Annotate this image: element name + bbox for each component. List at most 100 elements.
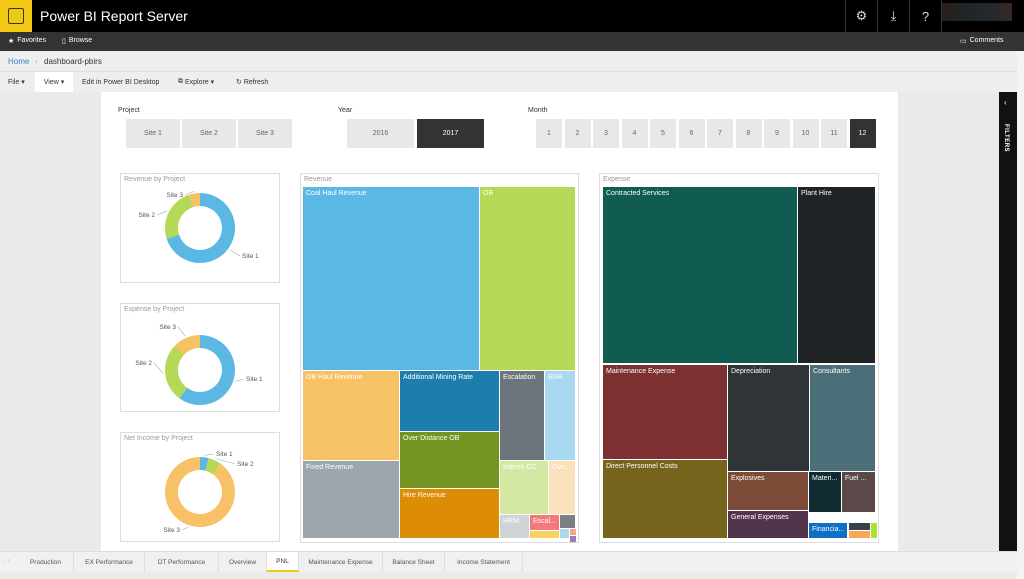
data-label: Site 1	[242, 253, 259, 260]
treemap-tile[interactable]: Coal Haul Revenue	[303, 187, 479, 370]
treemap-tile[interactable]	[560, 515, 575, 528]
slicer-option-month[interactable]: 12	[849, 119, 876, 148]
slicer-option-month[interactable]: 4	[621, 119, 648, 148]
treemap-tile[interactable]: Interim CC	[500, 461, 548, 514]
treemap-tile[interactable]: Escal...	[530, 515, 559, 530]
treemap-tile[interactable]: Contracted Services	[603, 187, 797, 363]
treemap-tile[interactable]	[530, 531, 559, 538]
tab-overview[interactable]: Overview	[219, 552, 267, 572]
refresh-button[interactable]: ↻ Refresh	[232, 72, 272, 92]
card-title: Revenue by Project	[124, 176, 186, 183]
slicer-option-month[interactable]: 11	[821, 119, 847, 148]
donut-slice[interactable]	[179, 335, 235, 405]
treemap-tile[interactable]: Explosives	[728, 472, 808, 510]
tab-label: Balance Sheet	[392, 558, 435, 566]
slicer-option-project[interactable]: Site 1	[126, 119, 180, 148]
tab-production[interactable]: Production	[18, 552, 74, 572]
scrollbar[interactable]	[1017, 51, 1024, 579]
expense-by-project-card[interactable]: Expense by Project	[120, 303, 280, 412]
slicer-option-project[interactable]: Site 2	[182, 119, 236, 148]
donut-slice[interactable]	[166, 193, 235, 263]
slicer-option-month[interactable]: 9	[764, 119, 790, 148]
comments-button[interactable]: ▭ Comments	[960, 37, 1003, 45]
comments-label: Comments	[969, 37, 1004, 44]
revenue-by-project-card[interactable]: Revenue by Project	[120, 173, 280, 283]
page-tabs: ‹ › Production EX Performance DT Performan…	[0, 551, 1017, 572]
favorites-link[interactable]: ★ Favorites	[8, 37, 46, 45]
treemap-tile[interactable]: Materi...	[809, 472, 841, 512]
top-bar: Power BI Report Server ⚙ ⤓ ?	[0, 0, 1024, 32]
donut-slice[interactable]	[189, 193, 200, 208]
tab-dt-performance[interactable]: DT Performance	[145, 552, 219, 572]
slicer-option-year[interactable]: 2017	[417, 119, 484, 148]
donut-slice[interactable]	[174, 335, 200, 355]
treemap-tile[interactable]	[560, 529, 569, 538]
treemap-tile[interactable]	[849, 523, 870, 530]
treemap-tile[interactable]: Fixed Revenue	[303, 461, 399, 538]
power-bi-logo-icon[interactable]	[0, 0, 32, 32]
data-label: Site 2	[138, 212, 155, 219]
treemap-tile[interactable]	[871, 523, 877, 538]
browse-link[interactable]: ▯ Browse	[62, 37, 92, 45]
treemap-tile[interactable]: Plant Hire	[798, 187, 875, 363]
slicer-option-year[interactable]: 2016	[347, 119, 414, 148]
tab-maintenance-expense[interactable]: Maintenance Expense	[299, 552, 383, 572]
tab-pnl[interactable]: PNL	[267, 552, 299, 572]
treemap-tile[interactable]: Escalation	[500, 371, 544, 460]
treemap-tile[interactable]: Maintenance Expense	[603, 365, 727, 459]
tile-label: Hire Revenue	[403, 492, 446, 499]
download-icon[interactable]: ⤓	[877, 0, 909, 32]
card-title: Revenue	[304, 176, 333, 183]
donut-slice[interactable]	[165, 457, 236, 527]
treemap-tile[interactable]: Depreciation	[728, 365, 809, 471]
donut-slice[interactable]	[165, 194, 194, 239]
treemap-tile[interactable]: HRM	[500, 515, 529, 538]
filters-pane[interactable]: ‹ FILTERS	[999, 92, 1017, 552]
tile-label: Materi...	[812, 475, 838, 482]
slicer-option-project[interactable]: Site 3	[238, 119, 292, 148]
treemap-tile[interactable]: Ove...	[549, 461, 575, 514]
tab-balance-sheet[interactable]: Balance Sheet	[383, 552, 445, 572]
treemap-tile[interactable]: Financia...	[809, 523, 847, 538]
treemap-tile[interactable]: OB	[480, 187, 575, 370]
slicer-option-month[interactable]: 2	[564, 119, 591, 148]
user-avatar[interactable]	[942, 3, 1012, 21]
file-menu[interactable]: File ▾	[8, 79, 25, 86]
slicer-option-month[interactable]: 10	[792, 119, 819, 148]
treemap-tile[interactable]: OB Haul Revenue	[303, 371, 399, 460]
tile-label: OB Haul Revenue	[306, 374, 363, 381]
treemap-tile[interactable]: Direct Personnel Costs	[603, 460, 727, 538]
gear-icon[interactable]: ⚙	[845, 0, 877, 32]
donut-slice[interactable]	[205, 458, 221, 475]
edit-in-desktop-button[interactable]: Edit in Power BI Desktop	[82, 78, 160, 86]
explore-menu[interactable]: ⧉ Explore ▾	[174, 72, 218, 92]
data-label: Site 2	[135, 360, 152, 367]
slicer-option-month[interactable]: 6	[678, 119, 705, 148]
treemap-tile[interactable]: Hire Revenue	[400, 489, 499, 538]
treemap-tile[interactable]: Fuel ...	[842, 472, 875, 512]
slicer-option-month[interactable]: 7	[707, 119, 733, 148]
treemap-tile[interactable]: General Expenses	[728, 511, 808, 538]
collapse-chevron-icon[interactable]: ‹	[1004, 98, 1007, 107]
tab-ex-performance[interactable]: EX Performance	[74, 552, 145, 572]
slicer-option-month[interactable]: 8	[735, 119, 762, 148]
tab-income-statement[interactable]: Income Statement	[445, 552, 523, 572]
slicer-option-month[interactable]: 5	[650, 119, 676, 148]
treemap-tile[interactable]: RAR	[545, 371, 575, 460]
slicer-option-month[interactable]: 1	[536, 119, 562, 148]
treemap-tile[interactable]	[570, 529, 576, 535]
leader-line	[153, 362, 164, 374]
tab-scroll-left-icon[interactable]: ‹ ›	[4, 558, 10, 564]
tile-label: Consultants	[813, 368, 850, 375]
treemap-tile[interactable]: Additional Mining Rate	[400, 371, 499, 431]
treemap-tile[interactable]	[849, 531, 870, 538]
view-menu[interactable]: View ▾	[35, 72, 73, 92]
slicer-option-month[interactable]: 3	[593, 119, 619, 148]
treemap-tile[interactable]: Consultants	[810, 365, 875, 471]
donut-slice[interactable]	[200, 457, 209, 471]
treemap-tile[interactable]	[570, 536, 576, 542]
breadcrumb-home[interactable]: Home	[8, 57, 30, 66]
donut-slice[interactable]	[165, 346, 188, 399]
help-icon[interactable]: ?	[909, 0, 941, 32]
treemap-tile[interactable]: Over Distance OB	[400, 432, 499, 488]
